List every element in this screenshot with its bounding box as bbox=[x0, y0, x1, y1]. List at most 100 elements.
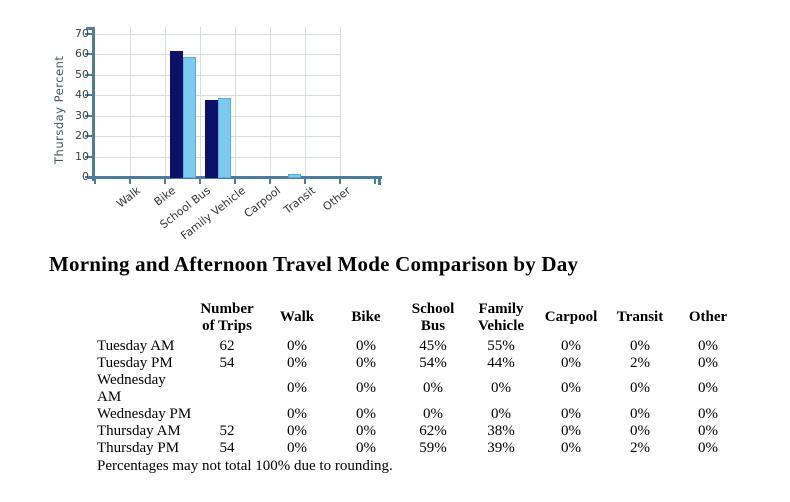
table-cell: 0% bbox=[356, 439, 376, 456]
comparison-table-block: Number of Trips Walk Bike School Bus Family … bbox=[97, 301, 742, 475]
bar-thursday-pm-transit bbox=[287, 174, 301, 178]
row-label: Wednesday PM bbox=[97, 405, 192, 422]
table-row-wednesday-am: Wednesday AM 0% 0% 0% 0% 0% 0% 0% bbox=[97, 372, 742, 406]
y-axis-tick bbox=[85, 94, 92, 96]
x-axis-end-cap bbox=[378, 176, 381, 185]
table-cell: 45% bbox=[419, 337, 447, 354]
table-cell: 0% bbox=[698, 422, 718, 439]
row-label: Thursday PM bbox=[97, 439, 180, 456]
gridline-horizontal bbox=[95, 95, 340, 96]
y-axis-end-cap bbox=[86, 27, 95, 30]
table-row-thursday-am: Thursday AM 52 0% 0% 62% 38% 0% 0% 0% bbox=[97, 423, 742, 440]
table-cell: 54 bbox=[219, 354, 235, 371]
table-cell: 0% bbox=[698, 439, 718, 456]
table-cell: 0% bbox=[630, 405, 650, 422]
y-axis-tick bbox=[85, 74, 92, 76]
y-tick-label: 10 bbox=[75, 150, 89, 163]
column-header-school-bus: School Bus bbox=[411, 301, 455, 334]
y-axis-tick bbox=[85, 53, 92, 55]
gridline-horizontal bbox=[95, 75, 340, 76]
table-cell: 39% bbox=[487, 439, 515, 456]
table-cell: 59% bbox=[419, 439, 447, 456]
bar-thursday-am-school-bus bbox=[169, 51, 183, 178]
table-cell: 0% bbox=[423, 405, 443, 422]
table-cell: 0% bbox=[491, 380, 511, 397]
table-cell: 0% bbox=[491, 405, 511, 422]
table-cell: 0% bbox=[287, 405, 307, 422]
gridline-vertical bbox=[340, 27, 341, 177]
bar-thursday-pm-family-vehicle bbox=[217, 98, 231, 178]
table-row-thursday-pm: Thursday PM 54 0% 0% 59% 39% 0% 2% 0% bbox=[97, 440, 742, 457]
table-row-tuesday-pm: Tuesday PM 54 0% 0% 54% 44% 0% 2% 0% bbox=[97, 355, 742, 372]
table-cell: 0% bbox=[561, 380, 581, 397]
table-footnote: Percentages may not total 100% due to ro… bbox=[97, 457, 393, 474]
column-header-bike: Bike bbox=[351, 309, 381, 326]
y-axis-tick bbox=[85, 135, 92, 137]
bar-thursday-am-family-vehicle bbox=[204, 100, 218, 178]
page-title: Morning and Afternoon Travel Mode Compar… bbox=[49, 252, 579, 276]
y-tick-label: 60 bbox=[75, 47, 89, 60]
table-corner-cell bbox=[97, 301, 192, 338]
x-axis-tick bbox=[304, 179, 306, 184]
x-axis-tick bbox=[129, 179, 131, 184]
y-axis-tick bbox=[85, 156, 92, 158]
table-cell: 0% bbox=[561, 405, 581, 422]
table-cell: 62 bbox=[219, 337, 235, 354]
row-label: Tuesday AM bbox=[97, 337, 175, 354]
gridline-vertical bbox=[130, 27, 131, 177]
row-label: Wednesday AM bbox=[97, 371, 166, 405]
table-cell: 54% bbox=[419, 354, 447, 371]
table-header-row: Number of Trips Walk Bike School Bus Family … bbox=[97, 301, 742, 338]
x-axis-tick bbox=[94, 179, 96, 184]
x-axis-tick bbox=[234, 179, 236, 184]
y-tick-label: 20 bbox=[75, 129, 89, 142]
table-cell: 0% bbox=[356, 380, 376, 397]
table-cell: 0% bbox=[698, 405, 718, 422]
gridline-vertical bbox=[235, 27, 236, 177]
y-tick-label: 40 bbox=[75, 88, 89, 101]
gridline-horizontal bbox=[95, 54, 340, 55]
table-cell: 0% bbox=[287, 439, 307, 456]
table-cell: 0% bbox=[561, 337, 581, 354]
table-cell: 0% bbox=[561, 422, 581, 439]
x-axis-tick bbox=[269, 179, 271, 184]
column-header-other: Other bbox=[688, 309, 728, 326]
column-header-walk: Walk bbox=[279, 309, 315, 326]
y-tick-label: 30 bbox=[75, 109, 89, 122]
x-axis-line bbox=[88, 176, 382, 179]
gridline-vertical bbox=[305, 27, 306, 177]
table-cell: 0% bbox=[561, 439, 581, 456]
x-axis-tick bbox=[339, 179, 341, 184]
table-cell: 0% bbox=[698, 354, 718, 371]
table-cell bbox=[192, 372, 262, 406]
table-cell: 0% bbox=[287, 422, 307, 439]
table-cell: 0% bbox=[356, 337, 376, 354]
row-label: Thursday AM bbox=[97, 422, 181, 439]
table-cell: 0% bbox=[630, 380, 650, 397]
table-cell: 0% bbox=[423, 380, 443, 397]
table-cell: 2% bbox=[630, 354, 650, 371]
gridline-vertical bbox=[270, 27, 271, 177]
table-cell: 2% bbox=[630, 439, 650, 456]
table-cell: 0% bbox=[356, 405, 376, 422]
table-cell bbox=[192, 406, 262, 423]
thursday-percent-bar-chart: Thursday Percent 0 10 20 30 40 50 60 70 Walk Bike… bbox=[0, 0, 420, 242]
table-cell: 0% bbox=[287, 354, 307, 371]
table-cell: 0% bbox=[287, 337, 307, 354]
table-row-tuesday-am: Tuesday AM 62 0% 0% 45% 55% 0% 0% 0% bbox=[97, 338, 742, 355]
table-cell: 44% bbox=[487, 354, 515, 371]
table-cell: 0% bbox=[630, 337, 650, 354]
y-tick-label: 0 bbox=[82, 170, 89, 183]
table-cell: 0% bbox=[698, 337, 718, 354]
table-row-wednesday-pm: Wednesday PM 0% 0% 0% 0% 0% 0% 0% bbox=[97, 406, 742, 423]
table-cell: 0% bbox=[287, 380, 307, 397]
table-cell: 54 bbox=[219, 439, 235, 456]
table-cell: 0% bbox=[356, 422, 376, 439]
y-axis-tick bbox=[85, 115, 92, 117]
y-tick-label: 50 bbox=[75, 68, 89, 81]
y-tick-label: 70 bbox=[75, 27, 89, 40]
table-cell: 0% bbox=[630, 422, 650, 439]
column-header-carpool: Carpool bbox=[544, 309, 598, 326]
gridline-vertical bbox=[165, 27, 166, 177]
